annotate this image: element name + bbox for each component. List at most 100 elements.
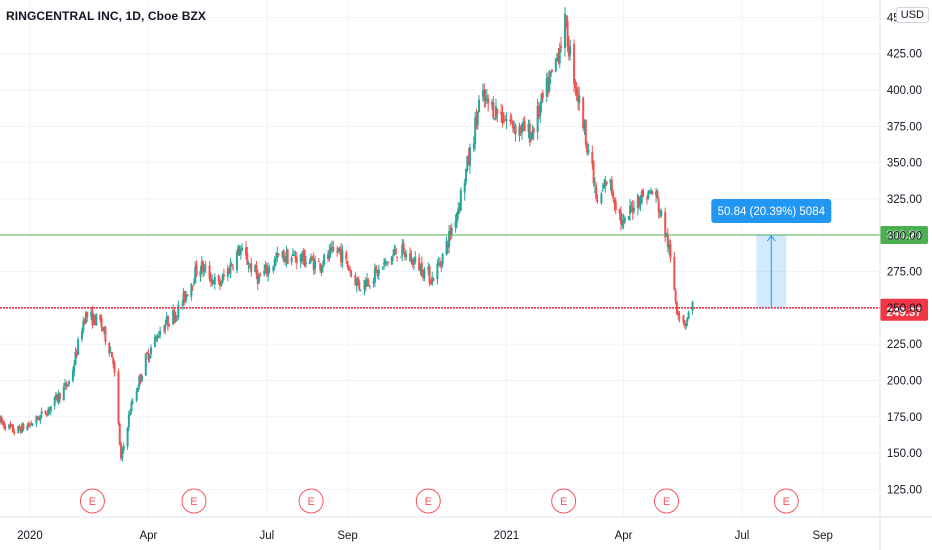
candle-body [592, 161, 595, 184]
candle-body [54, 394, 57, 398]
candle [299, 253, 302, 269]
candle [584, 119, 587, 149]
currency-button[interactable]: USD [895, 7, 929, 23]
candle-body [164, 324, 167, 330]
candle [153, 333, 156, 348]
candle-body [159, 330, 162, 336]
candle [31, 423, 34, 427]
candle-body [235, 252, 238, 271]
candle-body [609, 179, 612, 184]
candle-body [457, 208, 460, 215]
candle-body [57, 392, 60, 402]
candle-body [627, 216, 630, 220]
candle-body [527, 123, 530, 132]
candle [340, 242, 343, 267]
candle-body [540, 93, 543, 105]
candle-body [156, 336, 159, 339]
candle-body [403, 251, 406, 257]
candle [267, 262, 270, 282]
candle-body [22, 424, 25, 430]
candle-body [153, 337, 156, 347]
candle [491, 99, 494, 111]
candle-body [212, 281, 215, 285]
candle-body [410, 256, 413, 264]
candle [409, 247, 412, 262]
candle-body [185, 294, 188, 301]
candle-body [286, 249, 289, 265]
candle [609, 178, 612, 191]
candle [412, 256, 415, 270]
candle [1, 418, 4, 426]
candle [58, 392, 61, 404]
candle-body [99, 315, 102, 320]
candle-body [405, 254, 408, 257]
price-tick-label: 275.00 [887, 267, 922, 279]
candle-body [267, 267, 270, 277]
measure-tool[interactable]: 50.84 (20.39%) 5084 [711, 198, 832, 308]
candle-body [502, 119, 505, 123]
candle-body [94, 315, 97, 326]
candle [136, 384, 139, 393]
candle [592, 160, 595, 187]
candle [350, 269, 353, 278]
candle [139, 373, 142, 385]
candle-body [356, 277, 359, 283]
candle [610, 176, 613, 196]
candle [376, 269, 379, 279]
candle [245, 241, 248, 260]
candle-body [8, 424, 11, 429]
candle [548, 69, 551, 94]
candle [478, 95, 481, 113]
candle [277, 253, 280, 257]
candle [308, 258, 311, 265]
candle [354, 272, 357, 286]
candle [265, 263, 268, 278]
candle-body [682, 315, 685, 323]
candle [81, 327, 84, 343]
candle-body [366, 279, 369, 287]
candle [522, 117, 525, 132]
candle [420, 256, 423, 278]
candle [164, 320, 167, 334]
candle-body [563, 13, 566, 48]
candle-body [259, 275, 262, 277]
candle-body [596, 200, 599, 202]
candle-body [256, 273, 259, 284]
candle-body [247, 266, 250, 268]
price-tick-label: 425.00 [887, 49, 922, 61]
earnings-marker [79, 488, 105, 514]
candle-body [660, 210, 663, 216]
candle-body [576, 94, 579, 102]
candle-body [237, 246, 240, 254]
candle-body [674, 290, 677, 302]
earnings-marker-label: E [425, 496, 432, 508]
candle [166, 315, 169, 332]
candle-body [631, 207, 634, 213]
candle-body [126, 428, 129, 447]
candle [603, 179, 606, 189]
earnings-marker-label: E [783, 496, 790, 508]
candle [238, 245, 241, 257]
candle-body [683, 323, 686, 326]
candle-body [601, 190, 604, 192]
candle [18, 424, 21, 430]
candle-body [384, 259, 387, 264]
candle [437, 256, 440, 267]
candle [418, 253, 421, 271]
candle-body [446, 243, 449, 248]
candle-body [255, 264, 258, 275]
candle [144, 352, 147, 377]
candle [601, 183, 604, 192]
candle [392, 249, 395, 262]
candle-body [186, 294, 189, 297]
candle [103, 326, 106, 335]
candle-body [428, 265, 431, 284]
candle [110, 351, 113, 358]
candle [317, 258, 320, 263]
candle-body [454, 220, 457, 228]
candle [429, 279, 432, 285]
candle [226, 264, 229, 282]
candle [235, 249, 238, 274]
candle [575, 81, 578, 102]
